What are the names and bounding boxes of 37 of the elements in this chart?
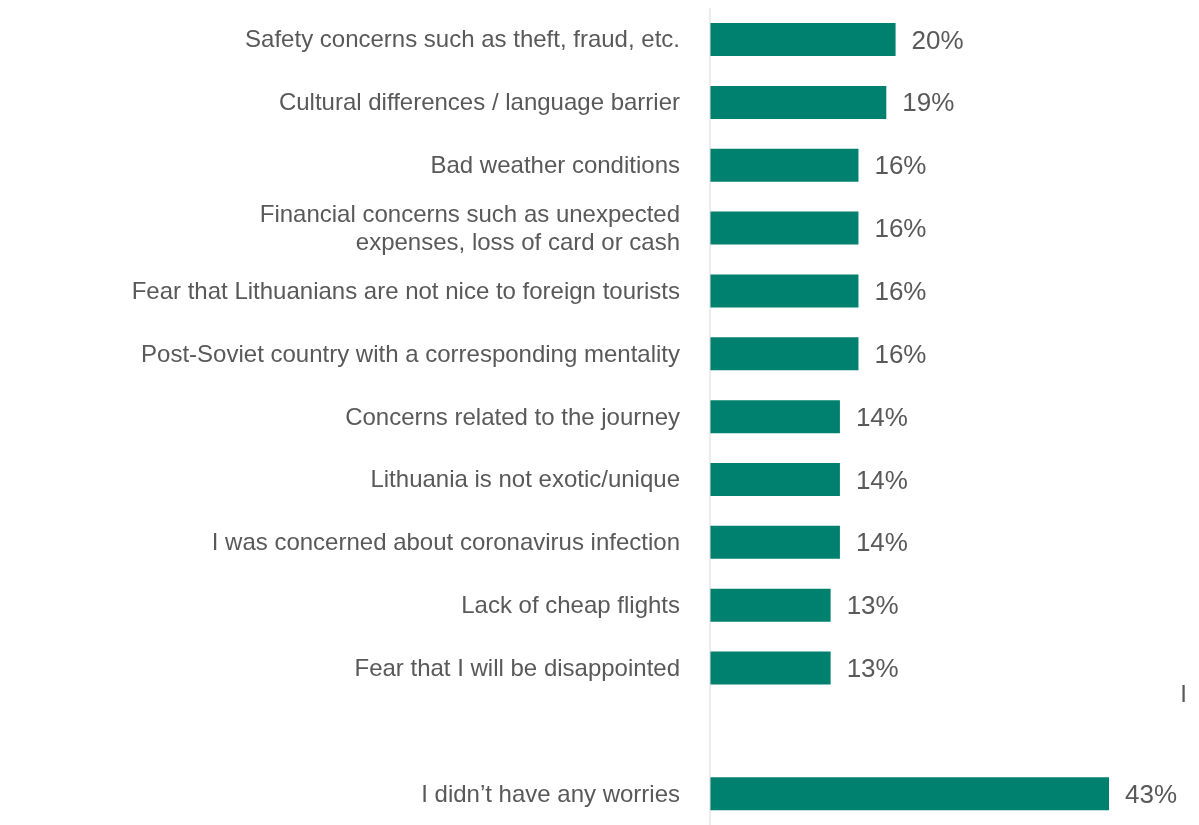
text: I [1180,680,1187,708]
data-label: 20% [911,24,964,55]
y-tick-label: I didn’t have any worries [421,779,680,807]
data-label: 16% [874,150,927,181]
data-label: 16% [874,338,927,369]
bar [710,23,896,57]
y-tick-label: Safety concerns such as theft, fraud, etc. [245,25,680,53]
data-label: 16% [874,213,927,244]
y-tick-label: Fear that Lithuanians are not nice to foreign tourists [131,276,680,304]
y-tick-label: Fear that I will be disappointed [354,653,680,681]
bar [710,148,859,182]
y-tick-label: Lithuania is not exotic/unique [370,465,680,493]
bar [710,777,1109,811]
bar [710,651,831,685]
bar [710,463,840,497]
bar [710,588,831,622]
data-label: 14% [855,527,908,558]
y-tick-label: Cultural differences / language barrier [278,88,680,116]
data-label: 16% [874,275,927,306]
data-label: 13% [846,590,899,621]
data-label: 14% [855,401,908,432]
y-tick-label: Lack of cheap flights [461,591,680,619]
data-label: 13% [846,653,899,684]
y-tick-label: Post-Soviet country with a corresponding mentality [141,339,680,367]
bar [710,337,859,371]
y-tick-label: Financial concerns such as unexpected expenses, loss of card or cash [259,199,680,255]
bar [710,274,859,308]
y-tick-label: I was concerned about coronavirus infection [211,528,680,556]
bar [710,525,840,559]
y-tick-label: Concerns related to the journey [345,402,680,430]
data-label: 43% [1125,778,1178,809]
bar [710,211,859,245]
data-label: 19% [902,87,955,118]
data-label: 14% [855,464,908,495]
bar [710,85,887,119]
y-tick-label: Bad weather conditions [430,151,680,179]
bar [710,400,840,434]
